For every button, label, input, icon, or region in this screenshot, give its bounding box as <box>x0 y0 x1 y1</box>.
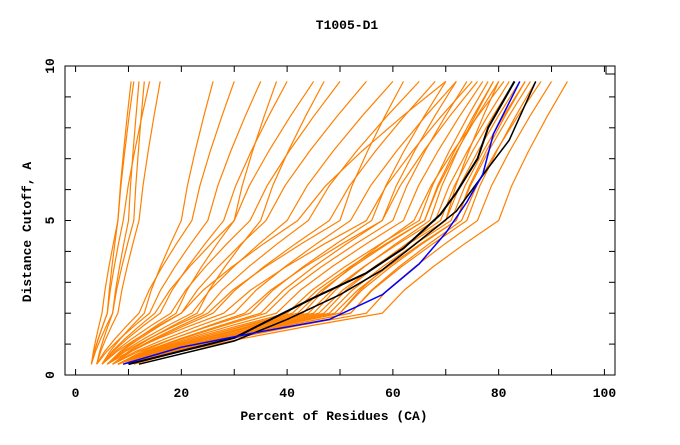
highlight-curve-black-2 <box>138 81 537 365</box>
model-curve <box>101 81 288 365</box>
model-curve <box>101 81 214 365</box>
model-curve <box>106 81 278 365</box>
x-tick-label: 80 <box>491 386 507 401</box>
highlight-curve-blue <box>122 81 521 365</box>
y-tick-label: 10 <box>43 58 58 74</box>
model-curve <box>117 81 484 365</box>
model-curve <box>117 81 468 365</box>
x-tick-label: 0 <box>72 386 80 401</box>
model-curve <box>101 81 341 365</box>
model-curve <box>101 81 315 365</box>
model-curve <box>90 81 145 365</box>
x-tick-label: 20 <box>174 386 190 401</box>
model-curve <box>128 81 526 365</box>
x-axis-label: Percent of Residues (CA) <box>240 409 427 424</box>
model-curve <box>133 81 568 365</box>
model-curve <box>122 81 505 365</box>
model-curve <box>96 81 140 365</box>
model-curve <box>112 81 405 365</box>
y-tick-label: 0 <box>43 371 58 379</box>
x-tick-label: 60 <box>385 386 401 401</box>
legend-box <box>605 65 616 75</box>
chart-title: T1005-D1 <box>316 18 379 33</box>
model-curve <box>112 81 325 365</box>
model-curve <box>112 81 447 365</box>
y-tick-label: 5 <box>43 216 58 224</box>
x-tick-label: 100 <box>593 386 617 401</box>
axis-ticks: 0 20 40 60 80 100 0 5 10 <box>43 58 616 401</box>
model-curve <box>90 81 151 365</box>
highlight-curve-black-1 <box>128 80 516 366</box>
model-curve <box>117 81 489 365</box>
curves-layer <box>90 80 568 366</box>
model-curve <box>90 81 132 365</box>
model-curve <box>122 81 494 365</box>
model-curve <box>106 81 367 365</box>
model-curve <box>96 81 161 365</box>
y-axis-label: Distance Cutoff, A <box>20 162 35 303</box>
model-curve <box>112 81 436 365</box>
model-curve <box>96 81 235 365</box>
model-curve <box>106 81 394 365</box>
model-curve <box>117 81 457 365</box>
x-tick-label: 40 <box>279 386 295 401</box>
model-curve <box>106 81 473 365</box>
